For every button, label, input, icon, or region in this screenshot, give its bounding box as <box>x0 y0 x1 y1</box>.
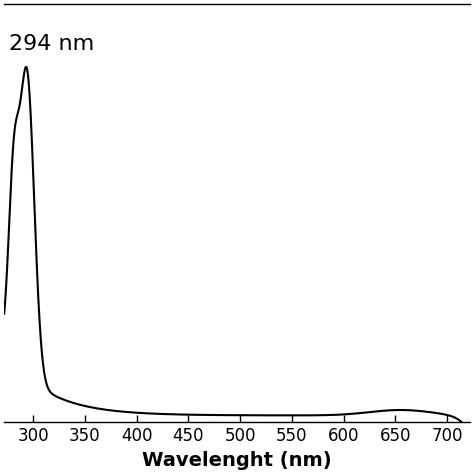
Text: 294 nm: 294 nm <box>9 34 94 55</box>
X-axis label: Wavelenght (nm): Wavelenght (nm) <box>142 451 332 470</box>
